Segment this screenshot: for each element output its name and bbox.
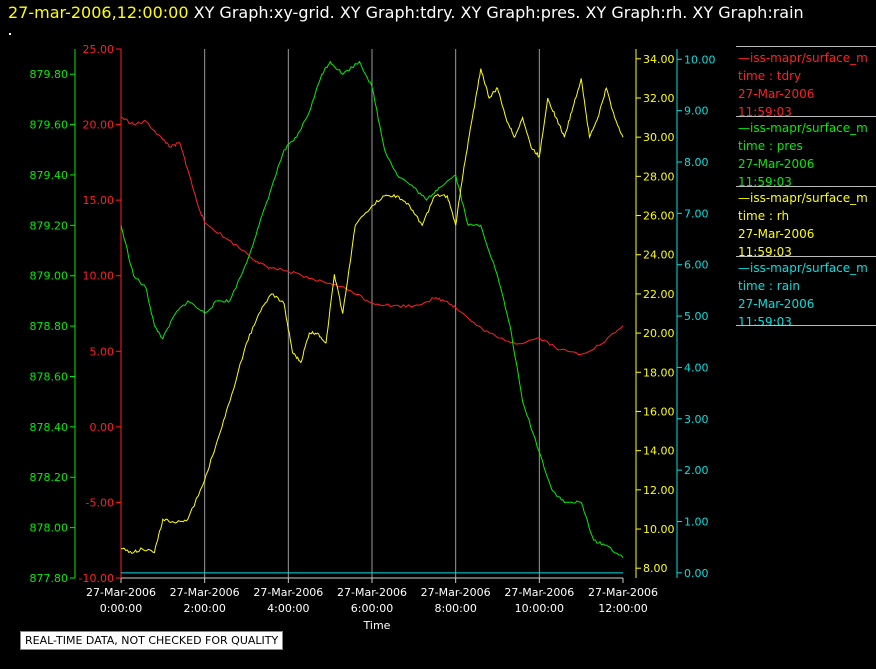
rh-tick-label: 24.00 <box>643 249 675 262</box>
rh-tick-label: 20.00 <box>643 327 675 340</box>
rh-tick-label: 16.00 <box>643 405 675 418</box>
x-tick-date: 27-Mar-2006 <box>337 586 407 599</box>
legend-text: time : tdry <box>738 69 802 83</box>
rain-tick-label: 10.00 <box>684 53 716 66</box>
disclaimer-label: REAL-TIME DATA, NOT CHECKED FOR QUALITY <box>20 631 284 650</box>
tdry-tick-label: -10.00 <box>79 572 114 585</box>
rain-tick-label: 9.00 <box>684 105 709 118</box>
x-tick-date: 27-Mar-2006 <box>170 586 240 599</box>
rh-tick-label: 14.00 <box>643 445 675 458</box>
x-tick-time: 2:00:00 <box>183 602 225 615</box>
x-tick-date: 27-Mar-2006 <box>86 586 156 599</box>
x-tick-time: 8:00:00 <box>434 602 476 615</box>
rh-tick-label: 34.00 <box>643 53 675 66</box>
rain-tick-label: 6.00 <box>684 259 709 272</box>
x-tick-time: 12:00:00 <box>598 602 647 615</box>
legend-text: 27-Mar-2006 <box>738 87 815 101</box>
rh-tick-label: 26.00 <box>643 210 675 223</box>
rh-series-line <box>120 68 624 555</box>
x-tick-time: 10:00:00 <box>515 602 564 615</box>
rh-tick-label: 22.00 <box>643 288 675 301</box>
legend: —iss-mapr/surface_m time : tdry 27-Mar-200… <box>736 46 876 326</box>
pres-tick-label: 878.80 <box>30 320 69 333</box>
pres-tick-label: 877.80 <box>30 572 69 585</box>
legend-text: 11:59:03 <box>738 105 792 116</box>
title-date: 27-mar-2006,12:00:00 <box>8 3 189 22</box>
legend-text: —iss-mapr/surface_m <box>738 51 868 65</box>
rh-tick-label: 18.00 <box>643 366 675 379</box>
tdry-series-line <box>120 116 624 356</box>
x-tick-time: 6:00:00 <box>351 602 393 615</box>
x-tick-date: 27-Mar-2006 <box>253 586 323 599</box>
pres-tick-label: 879.40 <box>30 169 69 182</box>
rain-tick-label: 5.00 <box>684 310 709 323</box>
status-dot <box>9 33 11 35</box>
rh-tick-label: 10.00 <box>643 523 675 536</box>
xy-chart: 27-Mar-2006 0:00:00 27-Mar-2006 2:00:00 27-M… <box>30 43 716 632</box>
tdry-tick-label: 25.00 <box>83 43 115 56</box>
legend-text: 11:59:03 <box>738 245 792 256</box>
legend-text: time : rh <box>738 209 790 223</box>
pres-tick-label: 879.60 <box>30 119 69 132</box>
pres-tick-label: 879.20 <box>30 219 69 232</box>
legend-text: —iss-mapr/surface_m <box>738 121 868 135</box>
legend-text: time : rain <box>738 279 801 293</box>
legend-text: time : pres <box>738 139 803 153</box>
legend-text: —iss-mapr/surface_m <box>738 191 868 205</box>
tdry-tick-label: -5.00 <box>86 496 114 509</box>
legend-text: 11:59:03 <box>738 175 792 186</box>
rain-tick-label: 2.00 <box>684 464 709 477</box>
legend-text: 27-Mar-2006 <box>738 157 815 171</box>
legend-text: 27-Mar-2006 <box>738 227 815 241</box>
rain-tick-label: 1.00 <box>684 516 709 529</box>
pres-tick-label: 878.60 <box>30 370 69 383</box>
rh-tick-label: 28.00 <box>643 170 675 183</box>
x-tick-time: 4:00:00 <box>267 602 309 615</box>
legend-text: 27-Mar-2006 <box>738 297 815 311</box>
x-tick-date: 27-Mar-2006 <box>421 586 491 599</box>
x-tick-time: 0:00:00 <box>100 602 142 615</box>
rain-tick-label: 8.00 <box>684 156 709 169</box>
pres-tick-label: 878.20 <box>30 471 69 484</box>
x-axis-label: Time <box>363 619 391 632</box>
tdry-tick-label: 15.00 <box>83 194 115 207</box>
x-tick-date: 27-Mar-2006 <box>588 586 658 599</box>
tdry-tick-label: 5.00 <box>90 345 115 358</box>
rh-tick-label: 8.00 <box>643 562 668 575</box>
rh-tick-label: 32.00 <box>643 92 675 105</box>
pres-tick-label: 879.00 <box>30 270 69 283</box>
tdry-tick-label: 0.00 <box>90 421 115 434</box>
pres-tick-label: 878.40 <box>30 421 69 434</box>
tdry-tick-label: 10.00 <box>83 270 115 283</box>
pres-tick-label: 879.80 <box>30 68 69 81</box>
title-graph-list: XY Graph:xy-grid. XY Graph:tdry. XY Grap… <box>193 3 804 22</box>
rain-tick-label: 0.00 <box>684 567 709 580</box>
legend-text: —iss-mapr/surface_m <box>738 261 868 275</box>
rh-tick-label: 30.00 <box>643 131 675 144</box>
tdry-tick-label: 20.00 <box>83 119 115 132</box>
legend-text: 11:59:03 <box>738 315 792 326</box>
rain-tick-label: 4.00 <box>684 361 709 374</box>
rh-tick-label: 12.00 <box>643 484 675 497</box>
pres-tick-label: 878.00 <box>30 522 69 535</box>
rain-tick-label: 3.00 <box>684 413 709 426</box>
rain-tick-label: 7.00 <box>684 207 709 220</box>
title-row: 27-mar-2006,12:00:00 XY Graph:xy-grid. X… <box>8 3 804 22</box>
pres-series-line <box>120 60 624 559</box>
x-tick-date: 27-Mar-2006 <box>504 586 574 599</box>
